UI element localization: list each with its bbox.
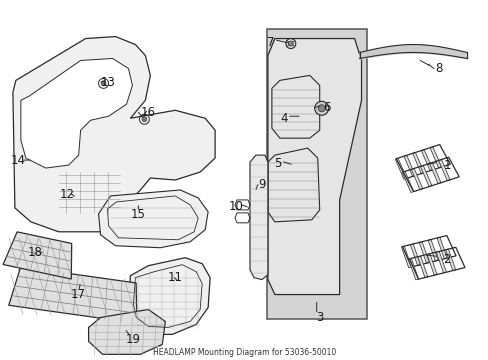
- Text: 6: 6: [322, 101, 330, 114]
- Polygon shape: [435, 251, 446, 273]
- Text: 9: 9: [258, 179, 265, 192]
- Text: 13: 13: [101, 76, 116, 89]
- Text: 3: 3: [315, 311, 323, 324]
- Polygon shape: [417, 256, 427, 278]
- Polygon shape: [421, 150, 432, 171]
- Circle shape: [314, 101, 328, 115]
- Polygon shape: [394, 158, 406, 179]
- Polygon shape: [88, 310, 165, 354]
- Text: 1: 1: [443, 158, 450, 172]
- Polygon shape: [436, 237, 446, 259]
- Polygon shape: [410, 168, 422, 190]
- Polygon shape: [99, 190, 208, 248]
- Circle shape: [142, 117, 146, 122]
- Text: 5: 5: [274, 157, 281, 170]
- Text: 2: 2: [443, 253, 450, 266]
- Polygon shape: [407, 258, 418, 280]
- Polygon shape: [128, 258, 210, 334]
- Bar: [266, 28, 366, 319]
- Text: 8: 8: [435, 62, 442, 75]
- Text: 16: 16: [141, 106, 156, 119]
- Text: 4: 4: [280, 112, 287, 125]
- Polygon shape: [402, 171, 413, 193]
- Polygon shape: [401, 246, 411, 267]
- Polygon shape: [13, 37, 215, 232]
- Text: 14: 14: [10, 154, 25, 167]
- Polygon shape: [249, 155, 267, 280]
- Polygon shape: [21, 58, 132, 168]
- Polygon shape: [409, 244, 420, 265]
- Polygon shape: [429, 147, 441, 168]
- Polygon shape: [438, 159, 449, 181]
- Text: 18: 18: [27, 246, 42, 259]
- Polygon shape: [428, 162, 440, 184]
- Text: 12: 12: [59, 188, 74, 202]
- Circle shape: [318, 105, 325, 112]
- Polygon shape: [9, 267, 137, 323]
- Polygon shape: [267, 39, 361, 294]
- Polygon shape: [3, 232, 72, 279]
- Text: 15: 15: [131, 208, 145, 221]
- Circle shape: [288, 41, 293, 46]
- Text: 7: 7: [266, 36, 274, 49]
- Text: 19: 19: [126, 333, 141, 346]
- Polygon shape: [403, 155, 415, 176]
- Text: HEADLAMP Mounting Diagram for 53036-50010: HEADLAMP Mounting Diagram for 53036-5001…: [153, 348, 335, 357]
- Polygon shape: [412, 152, 423, 174]
- Polygon shape: [426, 254, 436, 275]
- Text: 17: 17: [71, 288, 86, 301]
- Polygon shape: [445, 249, 455, 271]
- Polygon shape: [420, 166, 431, 186]
- Text: 10: 10: [228, 201, 243, 213]
- Polygon shape: [418, 242, 428, 263]
- Polygon shape: [427, 239, 437, 261]
- Circle shape: [101, 81, 106, 86]
- Text: 11: 11: [167, 271, 183, 284]
